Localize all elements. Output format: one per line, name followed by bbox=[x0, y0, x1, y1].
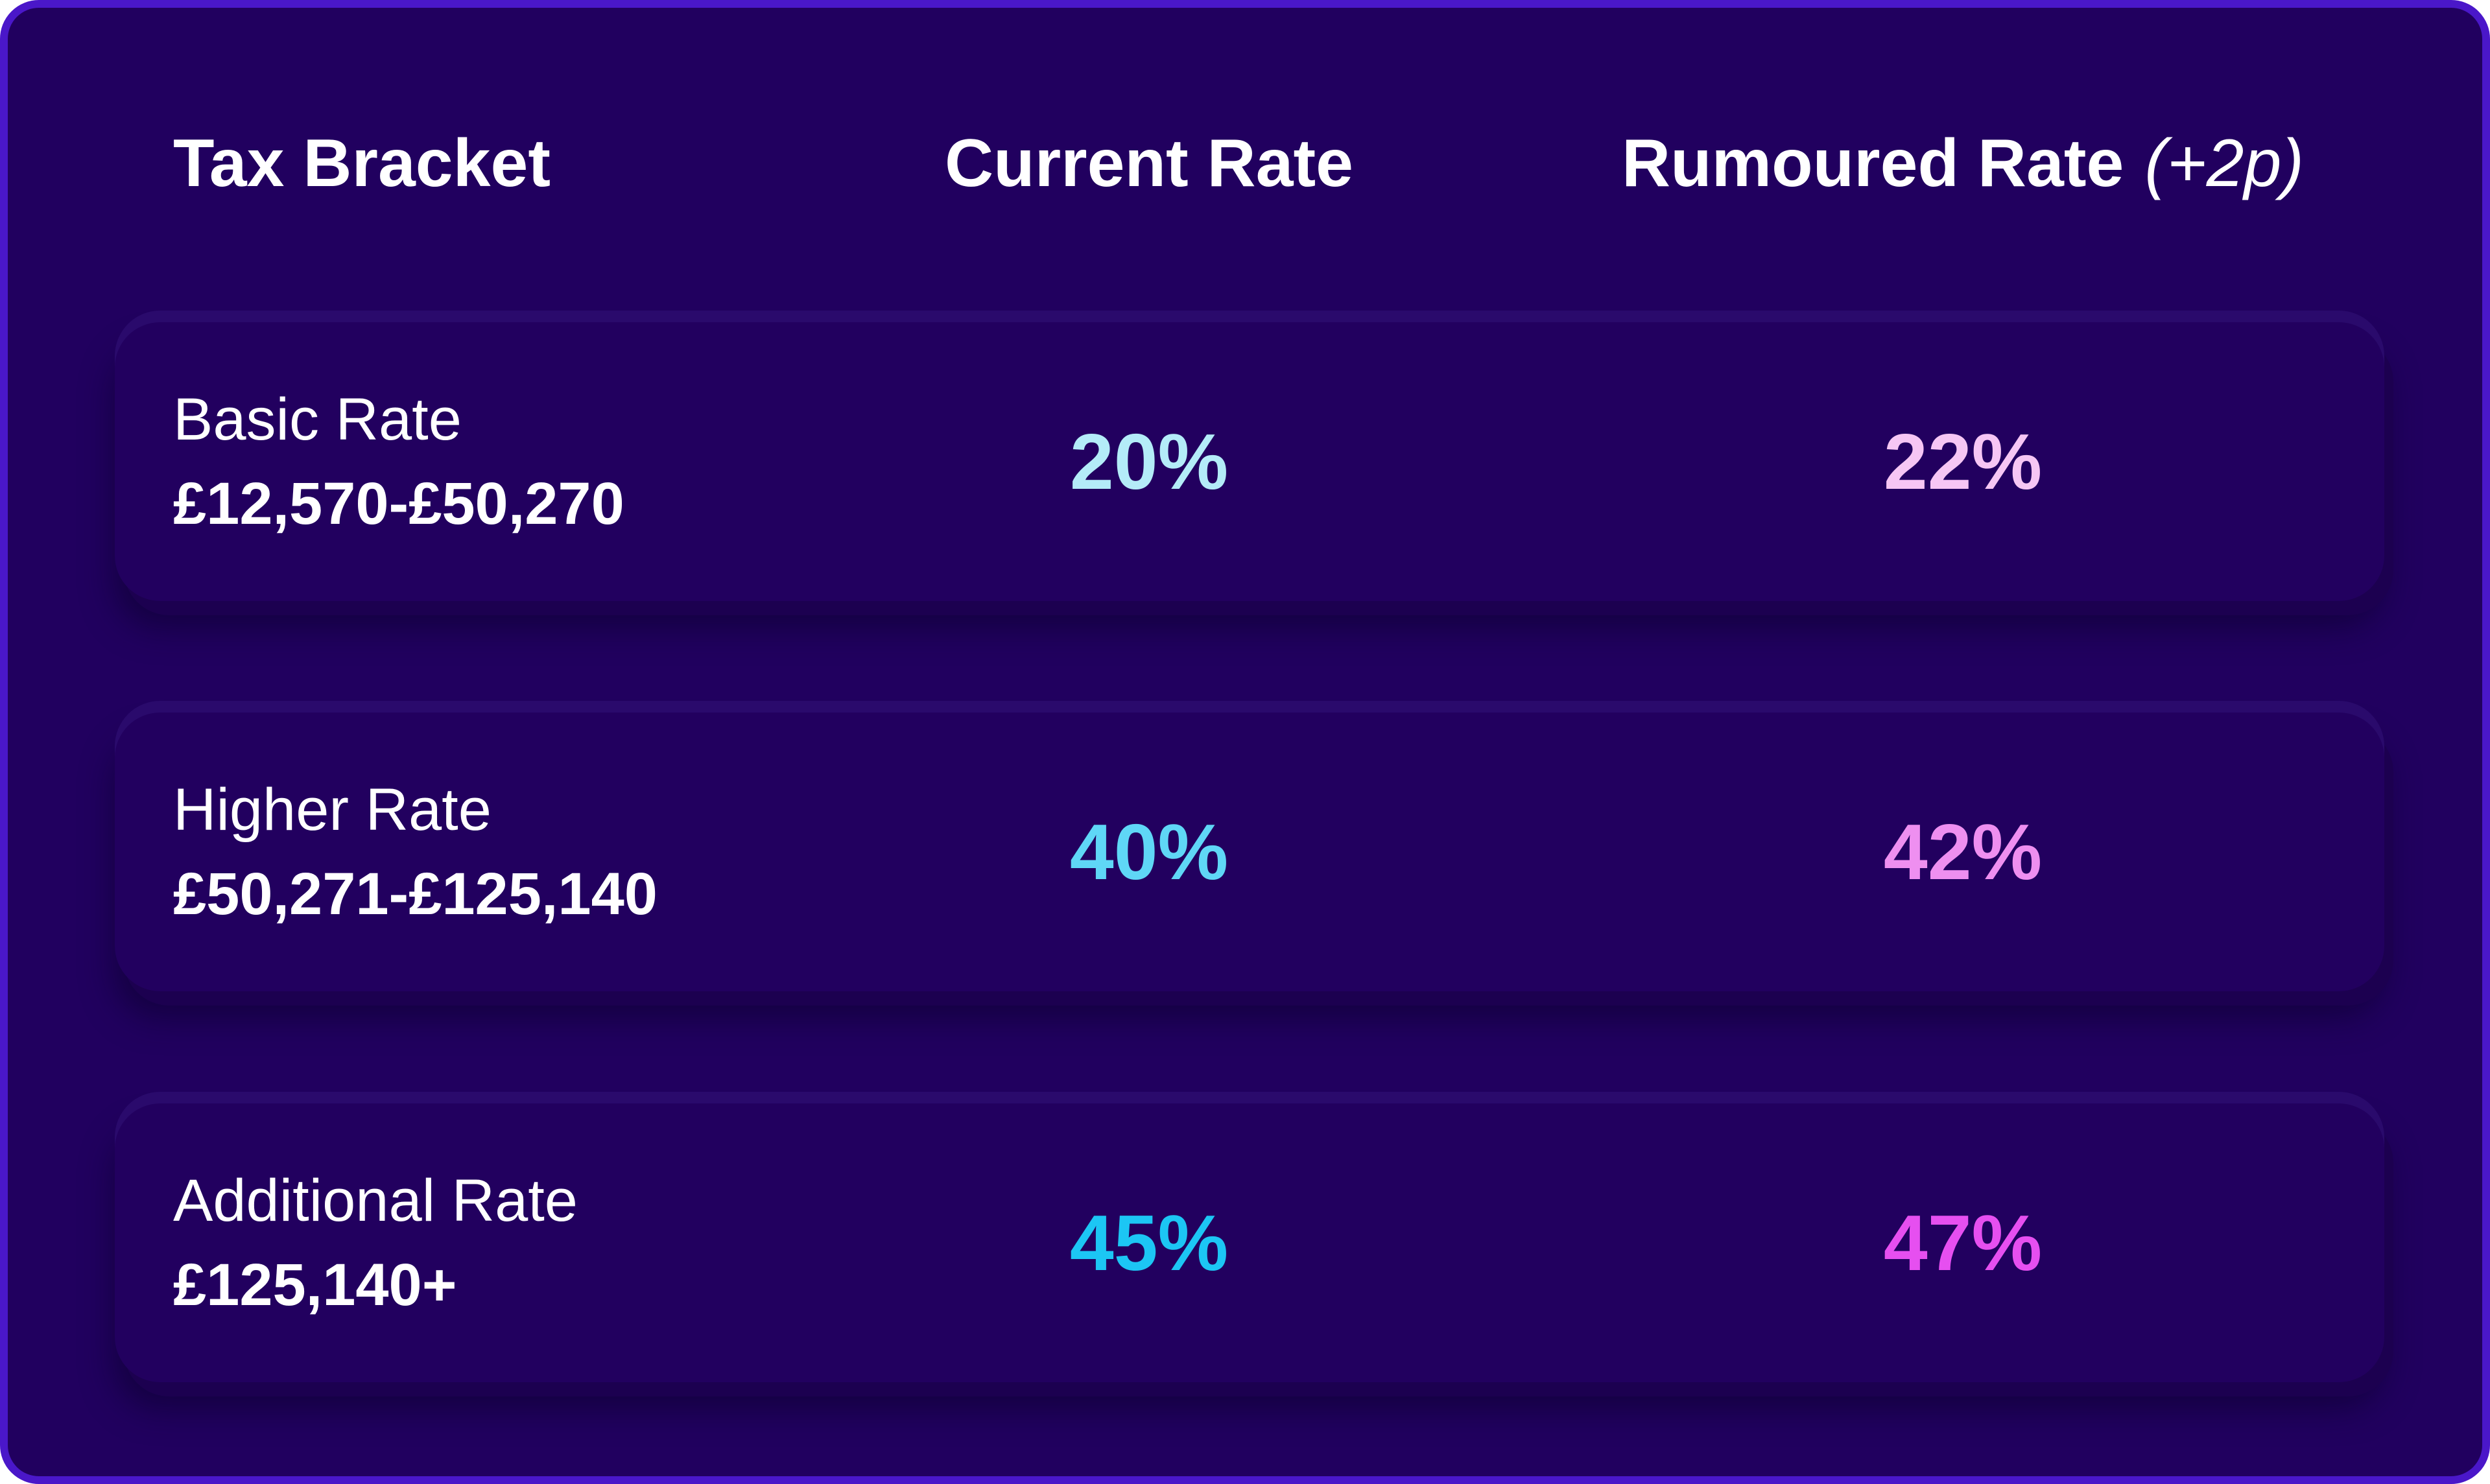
current-rate-value: 20% bbox=[1069, 418, 1229, 506]
bracket-range: £12,570-£50,270 bbox=[173, 471, 624, 537]
table-row: Basic Rate £12,570-£50,270 20% 22% bbox=[115, 322, 2384, 601]
header-rumoured-rate-label: Rumoured Rate bbox=[1622, 126, 2124, 201]
bracket-range: £50,271-£125,140 bbox=[173, 861, 658, 927]
header-rumoured-rate-wrap: Rumoured Rate (+2p) bbox=[1622, 124, 2304, 202]
current-rate-value: 45% bbox=[1069, 1199, 1229, 1287]
table-header: Tax Bracket Current Rate Rumoured Rate (+… bbox=[8, 124, 2482, 202]
table-row: Additional Rate £125,140+ 45% 47% bbox=[115, 1103, 2384, 1382]
bracket-name: Basic Rate bbox=[173, 386, 462, 453]
bracket-name: Additional Rate bbox=[173, 1168, 578, 1234]
rumoured-rate-value: 47% bbox=[1883, 1199, 2043, 1287]
header-current-rate-label: Current Rate bbox=[945, 126, 1353, 201]
header-tax-bracket: Tax Bracket bbox=[173, 126, 551, 201]
rumoured-rate-value: 22% bbox=[1883, 418, 2043, 506]
bracket-name: Higher Rate bbox=[173, 777, 492, 843]
table-row: Higher Rate £50,271-£125,140 40% 42% bbox=[115, 713, 2384, 991]
header-rumoured-note: (+2p) bbox=[2144, 126, 2304, 201]
bracket-range: £125,140+ bbox=[173, 1252, 457, 1318]
current-rate-value: 40% bbox=[1069, 808, 1229, 896]
rumoured-rate-value: 42% bbox=[1883, 808, 2043, 896]
